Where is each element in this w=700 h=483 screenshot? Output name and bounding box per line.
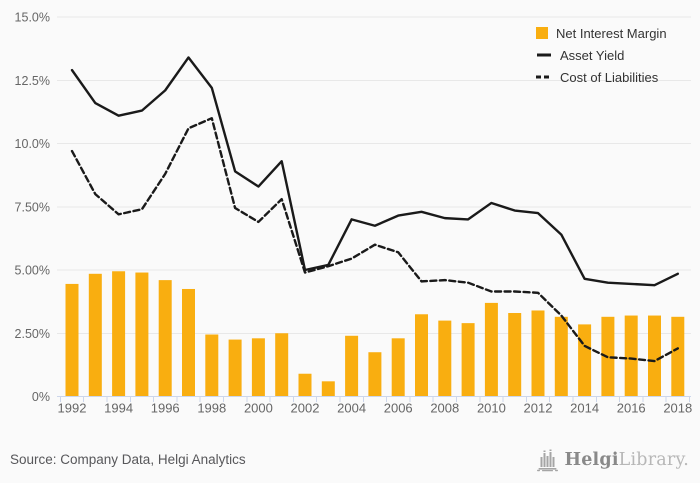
y-axis-tick-label: 7.50%	[15, 200, 50, 214]
x-axis-tick-label: 2010	[477, 401, 506, 416]
x-axis-tick-label: 1992	[58, 401, 87, 416]
legend-label: Net Interest Margin	[556, 25, 667, 41]
x-axis-tick-label: 1996	[151, 401, 180, 416]
chart-legend: Net Interest Margin Asset Yield Cost of …	[536, 22, 667, 88]
nim-bar-1998	[205, 334, 219, 396]
nim-bar-2001	[275, 333, 289, 396]
x-axis-tick-label: 2006	[384, 401, 413, 416]
nim-bar-2005	[368, 352, 382, 396]
x-axis-tick-label: 2004	[337, 401, 366, 416]
chart-canvas: 0% 2.50% 5.00% 7.50% 10.0% 12.5% 15.0% 1992 1994…	[15, 11, 693, 416]
nim-bar-2003	[321, 381, 335, 396]
nim-bar-2017	[648, 315, 661, 396]
nim-bar-2006	[391, 338, 405, 396]
x-axis-tick-label: 2000	[244, 401, 273, 416]
nim-bar-1992	[65, 283, 79, 396]
x-axis-tick-label: 2018	[663, 401, 692, 416]
x-axis-tick-label: 1998	[197, 401, 226, 416]
nim-bar-2013	[554, 316, 568, 396]
nim-bar-1995	[135, 272, 149, 396]
dashed-line-swatch	[536, 75, 552, 79]
legend-label: Asset Yield	[560, 47, 625, 63]
y-axis-tick-label: 5.00%	[15, 264, 50, 278]
y-axis-tick-label: 2.50%	[15, 327, 50, 341]
nim-bar-1999	[228, 339, 242, 396]
x-axis-tick-label: 2012	[524, 401, 553, 416]
nim-bar-2011	[508, 313, 522, 396]
nim-bar-2000	[251, 338, 265, 396]
nim-bar-2016	[624, 315, 638, 396]
logo-wordmark: HelgiLibrary.	[564, 450, 689, 470]
legend-item-asset-yield[interactable]: Asset Yield	[536, 44, 667, 66]
y-axis-tick-label: 10.0%	[15, 137, 50, 151]
legend-item-net-interest-margin[interactable]: Net Interest Margin	[536, 22, 667, 44]
x-axis-tick-label: 1994	[104, 401, 133, 416]
nim-bar-1993	[88, 273, 102, 396]
nim-bar-2004	[345, 335, 359, 396]
nim-bar-2009	[461, 323, 475, 396]
legend-label: Cost of Liabilities	[560, 69, 659, 85]
nim-bar-2008	[438, 320, 452, 396]
nim-bar-1994	[112, 271, 126, 396]
nim-bar-2018	[671, 316, 685, 396]
helgi-library-logo-icon	[537, 449, 559, 472]
nim-bar-2014	[578, 324, 592, 396]
x-axis-tick-label: 2016	[617, 401, 646, 416]
asset-yield-line	[70, 56, 679, 287]
nim-bar-1997	[182, 288, 195, 396]
nim-bar-2007	[415, 314, 428, 396]
nim-bar-2002	[298, 373, 312, 396]
x-axis-tick-label: 2002	[291, 401, 320, 416]
nim-bar-2012	[531, 310, 545, 396]
x-axis-tick-label: 2008	[430, 401, 459, 416]
bar-series-swatch	[536, 27, 548, 39]
nim-bar-2010	[484, 302, 498, 396]
legend-item-cost-of-liabilities[interactable]: Cost of Liabilities	[536, 66, 667, 88]
cost-of-liabilities-line	[70, 116, 679, 363]
y-axis-tick-label: 0%	[32, 390, 50, 404]
solid-line-swatch	[537, 53, 551, 57]
x-axis-tick-label: 2014	[570, 401, 599, 416]
helgi-library-logo[interactable]: HelgiLibrary.	[536, 446, 689, 474]
source-note: Source: Company Data, Helgi Analytics	[10, 452, 246, 467]
y-axis-tick-label: 12.5%	[15, 74, 50, 88]
y-axis-tick-label: 15.0%	[15, 11, 50, 25]
nim-bar-1996	[158, 280, 172, 396]
